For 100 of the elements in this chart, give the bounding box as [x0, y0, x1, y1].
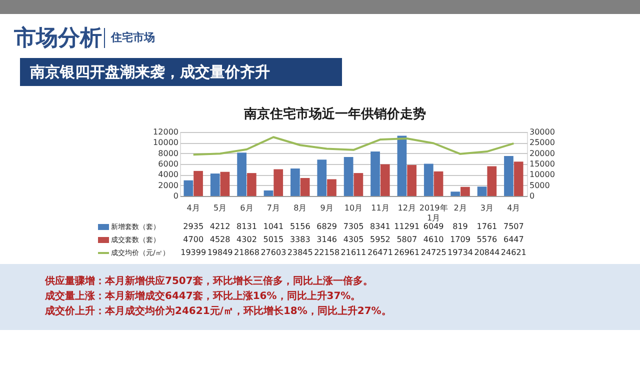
- y-tick-label: 12000: [153, 128, 178, 136]
- bar: [397, 136, 407, 196]
- bar: [317, 160, 327, 196]
- text: 成交量上涨：本月新增成交6447套，环比上涨16%，同比上升37%。: [44, 290, 361, 302]
- data-label: 4528: [210, 235, 230, 244]
- data-label: 5156: [290, 222, 310, 231]
- data-label: 2935: [183, 222, 204, 231]
- data-label: 7305: [343, 222, 364, 231]
- bar: [504, 156, 514, 196]
- x-tick-label: 4月: [186, 204, 200, 212]
- y2-tick-label: 20000: [530, 148, 555, 158]
- x-tick-label: 5月: [213, 204, 227, 212]
- y-tick-label: 2000: [158, 180, 178, 190]
- data-label: 27603: [260, 248, 286, 257]
- data-label: 19849: [207, 248, 233, 257]
- bar: [246, 173, 256, 196]
- data-label: 21611: [340, 248, 366, 257]
- bar: [344, 157, 354, 196]
- y-tick-label: 0: [173, 192, 178, 200]
- bar: [184, 180, 194, 196]
- bar: [237, 152, 246, 196]
- x-tick-label: 2月: [454, 204, 467, 212]
- data-label: 8341: [370, 222, 390, 231]
- y2-tick-label: 25000: [530, 138, 555, 148]
- text: 住宅市场: [110, 31, 155, 44]
- data-label: 1709: [450, 235, 470, 244]
- y2-tick-label: 0: [530, 192, 535, 200]
- bar: [370, 152, 380, 196]
- data-label: 24621: [500, 248, 526, 257]
- data-label: 4212: [210, 222, 230, 231]
- data-label: 8131: [236, 222, 257, 231]
- data-label: 6049: [423, 222, 444, 231]
- data-label: 4610: [423, 235, 444, 244]
- x-tick-label: 9月: [320, 204, 334, 212]
- data-label: 21868: [234, 248, 260, 257]
- data-label: 1761: [476, 222, 498, 231]
- bar: [460, 186, 470, 196]
- data-label: 3146: [316, 235, 337, 244]
- data-label: 26961: [394, 248, 420, 257]
- bar: [210, 174, 220, 196]
- data-label: 22158: [314, 248, 340, 257]
- chart-title: 南京住宅市场近一年供销价走势: [243, 106, 426, 122]
- text: 供应量骤增：本月新增供应7507套，环比增长三倍多，同比上涨一倍多。: [44, 275, 373, 287]
- data-label: 3383: [290, 235, 310, 244]
- y-tick-label: 4000: [158, 170, 178, 180]
- bar: [424, 164, 434, 196]
- y-tick-label: 8000: [158, 148, 178, 158]
- bar: [327, 179, 336, 196]
- bar: [354, 173, 364, 196]
- data-label: 7507: [503, 222, 524, 231]
- chart-subtitle: 南京银四开盘潮来袭，成交量价齐升: [29, 63, 270, 81]
- data-label: 11291: [394, 222, 420, 231]
- x-tick-label: 4月: [507, 204, 520, 212]
- data-label: 6447: [503, 235, 524, 244]
- bar: [290, 168, 300, 196]
- data-label: 819: [452, 222, 468, 231]
- y2-tick-label: 15000: [530, 160, 555, 168]
- x-tick-label: 7月: [266, 204, 280, 212]
- x-tick-label: 12月: [398, 204, 416, 212]
- x-tick-label: 6月: [240, 204, 254, 212]
- text: 成交价上升：本月成交均价为24621元/㎡，环比增长18%，同比上升27%。: [44, 305, 392, 317]
- y-tick-label: 6000: [158, 160, 178, 168]
- data-label: 20844: [474, 248, 500, 257]
- data-label: 5015: [263, 235, 284, 244]
- data-label: 23845: [287, 248, 313, 257]
- data-label: 5576: [476, 235, 498, 244]
- data-label: 19734: [448, 248, 473, 257]
- x-tick-label: 3月: [480, 204, 494, 212]
- bar: [514, 162, 524, 196]
- x-tick-label: 10月: [344, 204, 363, 212]
- bar: [220, 172, 230, 196]
- bar: [300, 178, 310, 196]
- bar: [450, 192, 460, 196]
- data-label: 5952: [370, 235, 390, 244]
- bar: [407, 165, 416, 196]
- x-tick-label: 8月: [294, 204, 307, 212]
- data-label: 4302: [236, 235, 257, 244]
- x-tick-label: 11月: [371, 204, 390, 212]
- data-label: 4305: [343, 235, 364, 244]
- data-label: 4700: [183, 235, 204, 244]
- data-label: 6829: [316, 222, 337, 231]
- y2-tick-label: 10000: [530, 170, 555, 180]
- y2-tick-label: 30000: [530, 128, 555, 136]
- data-label: 26471: [367, 248, 393, 257]
- bar: [274, 169, 284, 196]
- bar: [487, 166, 497, 196]
- text: 市场分析: [13, 25, 102, 51]
- x-tick-label: 2019年1月: [419, 204, 448, 222]
- data-label: 24725: [420, 248, 446, 257]
- y2-tick-label: 5000: [530, 180, 550, 190]
- data-label: 5807: [396, 235, 418, 244]
- bar: [434, 171, 444, 196]
- y-tick-label: 10000: [153, 138, 178, 148]
- line-series: [192, 136, 515, 156]
- bar: [380, 164, 390, 196]
- data-label: 1041: [263, 222, 284, 231]
- bar: [477, 186, 487, 196]
- data-label: 19399: [180, 248, 206, 257]
- bar: [194, 170, 203, 196]
- bar: [264, 190, 274, 196]
